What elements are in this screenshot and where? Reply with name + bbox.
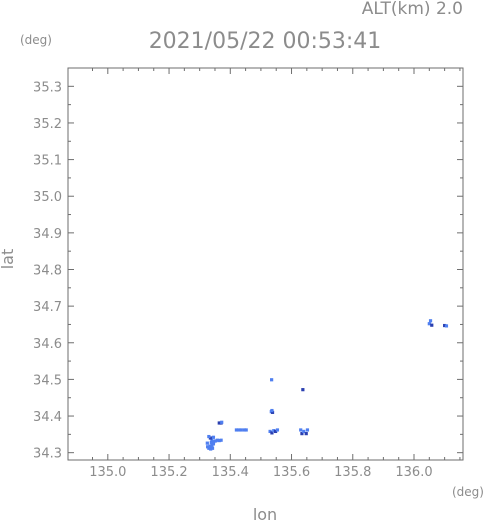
y-tick-label: 34.5 <box>33 373 62 388</box>
x-tick-label: 135.6 <box>273 465 310 480</box>
y-tick-label: 34.9 <box>33 227 62 242</box>
y-tick-label: 34.8 <box>33 263 62 278</box>
altitude-label: ALT(km) 2.0 <box>362 0 463 19</box>
lightning-point <box>299 428 303 432</box>
lightning-point <box>207 434 211 439</box>
lightning-point <box>208 444 212 448</box>
lightning-point <box>444 324 449 328</box>
lightning-point <box>275 428 280 432</box>
x-unit-label: (deg) <box>452 485 484 499</box>
x-tick-label: 136.0 <box>395 465 432 480</box>
lightning-point <box>239 428 243 432</box>
lightning-point <box>430 323 434 327</box>
plot-frame <box>67 67 464 461</box>
lightning-point <box>427 322 431 326</box>
y-tick-label: 35.2 <box>33 117 62 132</box>
lightning-point <box>219 438 223 442</box>
y-tick-label: 34.7 <box>33 300 62 315</box>
chart-datetime-title: 2021/05/22 00:53:41 <box>149 29 382 54</box>
axis-ticks: 135.0 135.2 135.4 135.6 135.8 136.0 34.3 34.4 34… <box>33 67 463 480</box>
lightning-point <box>244 428 248 432</box>
x-tick-label: 135.8 <box>334 465 371 480</box>
lightning-point <box>217 421 221 425</box>
lightning-point <box>268 429 272 434</box>
lightning-point <box>443 323 447 328</box>
lightning-point <box>270 410 275 414</box>
lightning-point <box>302 429 306 434</box>
lightning-point <box>217 438 221 443</box>
y-tick-label: 34.3 <box>33 447 62 462</box>
lightning-point <box>209 440 213 445</box>
lightning-point <box>215 438 220 442</box>
y-unit-label: (deg) <box>20 33 52 47</box>
lightning-point <box>209 447 213 451</box>
y-axis-label: lat <box>0 249 17 270</box>
y-tick-label: 35.1 <box>33 154 62 169</box>
lightning-point <box>237 428 241 432</box>
y-tick-label: 35.3 <box>33 80 62 95</box>
lightning-point <box>210 446 215 450</box>
lightning-point <box>304 432 308 436</box>
lightning-point <box>213 439 218 443</box>
lightning-point <box>270 378 274 382</box>
lightning-point <box>272 429 276 433</box>
lightning-point <box>428 319 433 323</box>
lightning-point <box>270 431 274 435</box>
lightning-point <box>301 388 305 392</box>
lightning-point <box>205 441 209 445</box>
lightning-point <box>212 440 216 444</box>
x-tick-label: 135.0 <box>89 465 126 480</box>
y-tick-label: 35.0 <box>33 190 62 205</box>
lightning-point <box>206 445 210 449</box>
lightning-point <box>274 429 278 434</box>
data-points <box>205 319 449 451</box>
x-axis-label: lon <box>253 505 277 521</box>
lightning-point <box>220 420 224 424</box>
lightning-point <box>270 408 274 413</box>
lightning-point <box>242 428 246 432</box>
x-tick-label: 135.2 <box>150 465 187 480</box>
lightning-point <box>211 442 216 446</box>
lightning-point <box>300 432 304 436</box>
x-tick-label: 135.4 <box>212 465 249 480</box>
y-tick-label: 34.4 <box>33 410 62 425</box>
lightning-point <box>211 435 216 439</box>
lightning-point <box>234 428 239 432</box>
y-tick-label: 34.6 <box>33 337 62 352</box>
lightning-point <box>305 428 310 432</box>
